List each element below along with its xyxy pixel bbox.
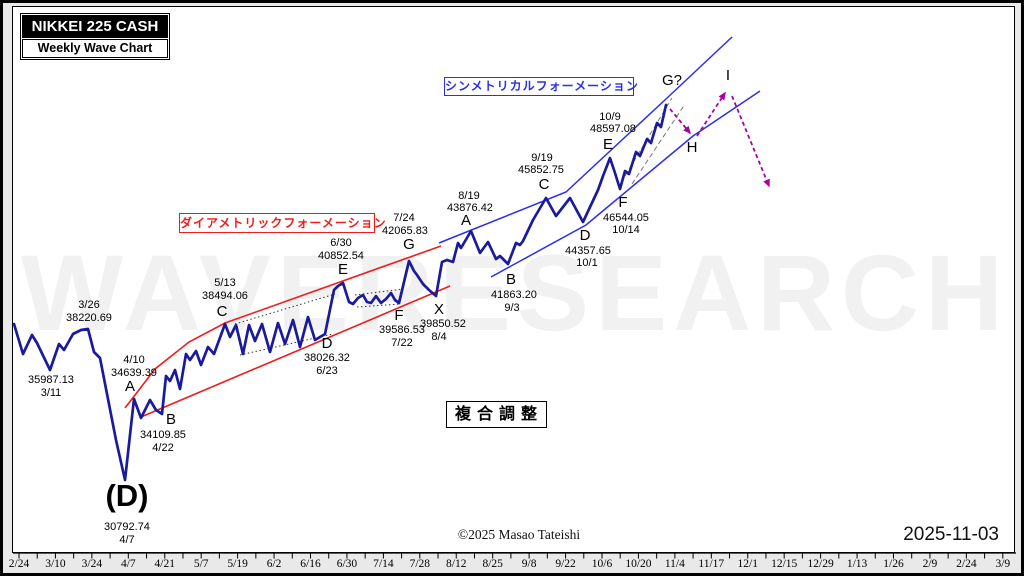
svg-text:C: C (217, 303, 228, 320)
svg-text:7/24: 7/24 (393, 212, 414, 224)
svg-text:8/19: 8/19 (458, 190, 479, 202)
svg-text:B: B (166, 411, 176, 428)
svg-text:12/1: 12/1 (738, 558, 759, 570)
svg-text:F: F (618, 194, 627, 211)
svg-text:11/4: 11/4 (665, 558, 685, 570)
svg-text:10/6: 10/6 (592, 558, 613, 570)
chart-title: NIKKEI 225 CASH (22, 15, 168, 38)
svg-text:1/26: 1/26 (883, 558, 904, 570)
svg-text:8/25: 8/25 (482, 558, 503, 570)
svg-text:1/13: 1/13 (847, 558, 868, 570)
chart-subtitle: Weekly Wave Chart (22, 39, 168, 58)
svg-text:I: I (726, 67, 730, 84)
chart-date: 2025-11-03 (903, 524, 999, 545)
plot-area (12, 6, 1015, 553)
svg-text:12/29: 12/29 (808, 558, 834, 570)
svg-text:X: X (434, 301, 444, 318)
svg-text:E: E (338, 261, 348, 278)
svg-text:5/19: 5/19 (227, 558, 248, 570)
svg-text:E: E (603, 136, 613, 153)
copyright-text: ©2025 Masao Tateishi (457, 527, 581, 542)
svg-text:8/4: 8/4 (431, 331, 446, 343)
svg-text:6/2: 6/2 (267, 558, 282, 570)
svg-text:3/26: 3/26 (78, 299, 99, 311)
svg-text:3/10: 3/10 (45, 558, 66, 570)
svg-text:41863.20: 41863.20 (491, 289, 537, 301)
diametric-formation-label: ダイアメトリックフォーメーション (179, 213, 386, 233)
svg-text:2/24: 2/24 (956, 558, 977, 570)
svg-text:7/14: 7/14 (373, 558, 394, 570)
svg-text:4/7: 4/7 (119, 534, 134, 546)
svg-text:43876.42: 43876.42 (447, 202, 493, 214)
svg-text:4/7: 4/7 (121, 558, 136, 570)
svg-text:4/21: 4/21 (155, 558, 176, 570)
symmetric-formation-label: シンメトリカルフォーメーション (444, 77, 638, 96)
svg-text:9/22: 9/22 (555, 558, 576, 570)
svg-text:H: H (687, 139, 698, 156)
svg-text:38220.69: 38220.69 (66, 312, 112, 324)
svg-text:5/13: 5/13 (214, 277, 235, 289)
svg-text:30792.74: 30792.74 (104, 521, 150, 533)
svg-text:10/9: 10/9 (599, 111, 620, 123)
svg-text:D: D (580, 227, 591, 244)
svg-text:5/7: 5/7 (194, 558, 209, 570)
svg-text:4/10: 4/10 (123, 354, 144, 366)
svg-text:10/1: 10/1 (576, 257, 597, 269)
svg-text:39586.53: 39586.53 (379, 324, 425, 336)
svg-text:35987.13: 35987.13 (28, 374, 74, 386)
svg-text:D: D (322, 335, 333, 352)
svg-text:10/20: 10/20 (625, 558, 651, 570)
channel-lines (124, 36, 761, 418)
svg-text:38026.32: 38026.32 (304, 352, 350, 364)
svg-text:4/22: 4/22 (152, 442, 173, 454)
svg-text:2/9: 2/9 (923, 558, 938, 570)
svg-text:A: A (125, 378, 135, 395)
svg-text:G?: G? (662, 72, 682, 89)
svg-text:10/14: 10/14 (612, 224, 640, 236)
title-box: NIKKEI 225 CASH Weekly Wave Chart (20, 13, 170, 60)
svg-text:46544.05: 46544.05 (603, 212, 649, 224)
svg-text:(D): (D) (105, 478, 148, 513)
svg-text:6/23: 6/23 (316, 365, 337, 377)
svg-text:6/30: 6/30 (330, 237, 351, 249)
pivot-annotations: 3/2638220.6935987.133/114/1034639.39AB34… (28, 67, 730, 546)
svg-text:34639.39: 34639.39 (111, 367, 157, 379)
x-axis: 2/24 3/10 3/24 4/7 4/21 5/7 5/19 6/2 6/16 6/30 7/1… (9, 552, 1016, 570)
svg-text:6/30: 6/30 (337, 558, 358, 570)
svg-text:38494.06: 38494.06 (202, 290, 248, 302)
svg-text:12/15: 12/15 (771, 558, 797, 570)
svg-text:3/24: 3/24 (82, 558, 103, 570)
wave-chart-svg: 2/24 3/10 3/24 4/7 4/21 5/7 5/19 6/2 6/16 6/30 7/1… (9, 36, 1016, 570)
svg-text:6/16: 6/16 (300, 558, 321, 570)
svg-text:40852.54: 40852.54 (318, 250, 364, 262)
svg-text:9/3: 9/3 (504, 302, 519, 314)
svg-text:7/28: 7/28 (410, 558, 431, 570)
svg-text:A: A (461, 212, 471, 229)
svg-text:42065.83: 42065.83 (382, 225, 428, 237)
svg-text:44357.65: 44357.65 (565, 245, 611, 257)
svg-text:9/8: 9/8 (522, 558, 537, 570)
svg-text:2/24: 2/24 (9, 558, 30, 570)
svg-text:3/9: 3/9 (995, 558, 1010, 570)
svg-text:8/12: 8/12 (446, 558, 467, 570)
svg-text:F: F (394, 307, 403, 324)
svg-text:11/17: 11/17 (698, 558, 724, 570)
svg-text:G: G (403, 236, 415, 253)
svg-text:48597.08: 48597.08 (590, 123, 636, 135)
svg-text:C: C (539, 176, 550, 193)
price-line (12, 103, 668, 482)
projection-arrows (669, 91, 770, 188)
svg-text:B: B (506, 271, 516, 288)
composite-correction-label: 複合調整 (446, 401, 547, 428)
svg-text:34109.85: 34109.85 (140, 429, 186, 441)
svg-text:45852.75: 45852.75 (518, 164, 564, 176)
svg-text:7/22: 7/22 (391, 337, 412, 349)
svg-text:39850.52: 39850.52 (420, 318, 466, 330)
svg-text:9/19: 9/19 (531, 152, 552, 164)
svg-text:3/11: 3/11 (41, 387, 62, 399)
